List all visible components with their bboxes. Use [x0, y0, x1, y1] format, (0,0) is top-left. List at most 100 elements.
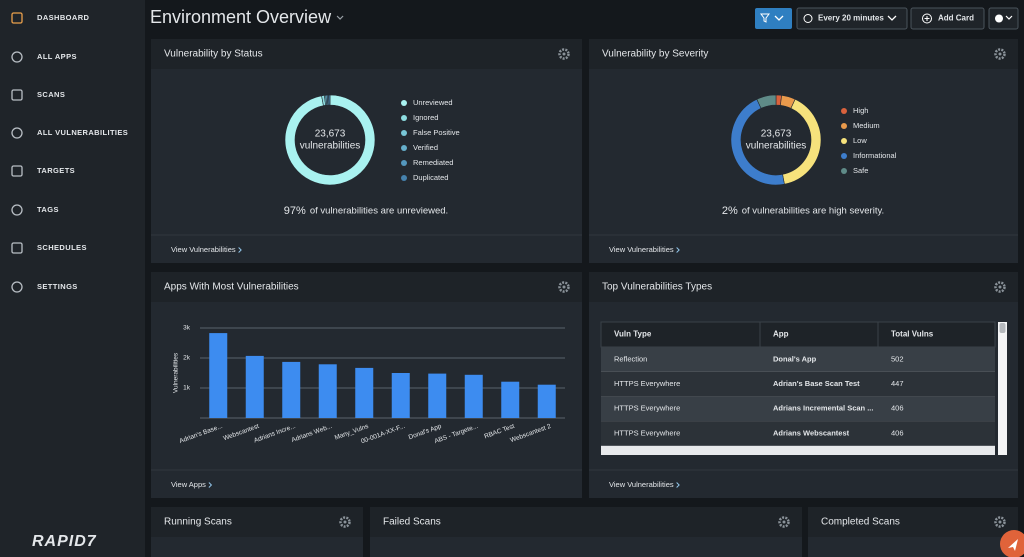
legend-label: False Positive [413, 128, 460, 137]
legend-label: Low [853, 136, 867, 145]
legend-swatch [401, 100, 407, 106]
column-header: Total Vulns [891, 330, 934, 339]
nav-icon [11, 242, 23, 254]
add-card-button[interactable] [910, 7, 985, 30]
legend-swatch [401, 175, 407, 181]
help-badge[interactable] [1000, 530, 1024, 557]
card-link[interactable]: View Vulnerabilities [609, 245, 674, 254]
plus-mark [924, 16, 930, 21]
card-link[interactable]: View Vulnerabilities [171, 245, 236, 254]
card-header [151, 507, 363, 537]
nav-item[interactable]: SETTINGS [37, 282, 78, 291]
legend-swatch [401, 145, 407, 151]
donut-slice [284, 94, 376, 186]
card [589, 39, 1018, 263]
y-tick-label: 1k [183, 385, 191, 392]
title-dropdown [336, 15, 344, 20]
card-title: Running Scans [164, 517, 232, 528]
card-settings[interactable] [778, 516, 790, 528]
card-settings[interactable] [558, 48, 570, 60]
y-tick-label: 2k [183, 355, 191, 362]
table-row [601, 347, 995, 372]
bar [245, 355, 264, 418]
nav-item[interactable]: TARGETS [37, 166, 75, 175]
donut-total-label: vulnerabilities [300, 141, 361, 152]
settings-chevron [1005, 15, 1013, 20]
donut-total: 23,673 [315, 129, 346, 140]
card-link[interactable]: View Apps [171, 480, 206, 489]
nav-item[interactable]: ALL VULNERABILITIES [37, 128, 128, 137]
legend-swatch [841, 123, 847, 129]
legend-label: Unreviewed [413, 98, 453, 107]
card-settings-hub [562, 52, 566, 56]
logo: RAPID7 [32, 533, 97, 550]
legend-label: Verified [413, 143, 438, 152]
donut-slice [756, 94, 777, 109]
y-axis-label: Vulnerabilities [173, 352, 180, 393]
nav-item[interactable]: SCANS [37, 90, 65, 99]
bar [501, 381, 520, 418]
card-settings-hub [562, 285, 566, 289]
bar [391, 373, 410, 418]
legend-label: Remediated [413, 158, 453, 167]
refresh-chevron [887, 15, 897, 21]
nav-icon [11, 165, 23, 177]
settings-gear [995, 14, 1003, 23]
nav-item[interactable]: ALL APPS [37, 52, 77, 61]
table-cell: Reflection [614, 354, 647, 363]
card-title: Failed Scans [383, 517, 441, 528]
table-cell: 406 [891, 428, 904, 437]
scrollbar-track [998, 322, 1007, 455]
filter-button[interactable] [755, 8, 792, 29]
table-cell: HTTPS Everywhere [614, 379, 680, 388]
legend-label: Safe [853, 166, 868, 175]
refresh-button[interactable] [796, 7, 908, 30]
settings-button[interactable] [988, 7, 1019, 30]
table-cell: 406 [891, 404, 904, 413]
card-settings[interactable] [994, 48, 1006, 60]
table-row [601, 396, 995, 422]
card-settings[interactable] [558, 281, 570, 293]
card-settings-hub [998, 52, 1002, 56]
table-cell: HTTPS Everywhere [614, 404, 680, 413]
legend-label: Duplicated [413, 173, 448, 182]
app-link[interactable]: Donal's App [773, 354, 817, 363]
bar [282, 361, 301, 418]
link-chevron [676, 482, 680, 488]
add-card-label[interactable]: Add Card [938, 14, 974, 23]
bar [318, 364, 337, 418]
link-chevron [676, 247, 680, 253]
plus-icon [922, 13, 932, 24]
summary-highlight: 97% [284, 205, 306, 217]
nav-item[interactable]: SCHEDULES [37, 243, 87, 252]
legend-swatch [401, 115, 407, 121]
column-header: Vuln Type [614, 330, 652, 339]
card-settings[interactable] [994, 281, 1006, 293]
app-link[interactable]: Adrians Incremental Scan ... [773, 404, 873, 413]
nav-item[interactable]: TAGS [37, 205, 59, 214]
card-settings[interactable] [994, 516, 1006, 528]
legend-swatch [401, 130, 407, 136]
nav-icon [11, 51, 23, 63]
app-link[interactable]: Adrian's Base Scan Test [773, 379, 860, 388]
legend-swatch [841, 153, 847, 159]
legend-swatch [841, 168, 847, 174]
card-header [589, 272, 1018, 302]
nav-item[interactable]: DASHBOARD [37, 13, 90, 22]
legend-swatch [841, 138, 847, 144]
card-link[interactable]: View Vulnerabilities [609, 480, 674, 489]
donut-slice [328, 94, 331, 106]
refresh-label[interactable]: Every 20 minutes [818, 14, 884, 23]
donut-total: 23,673 [761, 129, 792, 140]
filter-chevron [774, 15, 784, 21]
app-link[interactable]: Adrians Webscantest [773, 428, 850, 437]
nav-icon [11, 204, 23, 216]
scrollbar-thumb [999, 323, 1006, 333]
nav-icon [11, 12, 23, 24]
table-row [601, 371, 995, 397]
summary-text: of vulnerabilities are unreviewed. [310, 206, 448, 217]
sidebar [0, 0, 145, 557]
summary-text: of vulnerabilities are high severity. [742, 206, 884, 217]
card-settings[interactable] [339, 516, 351, 528]
